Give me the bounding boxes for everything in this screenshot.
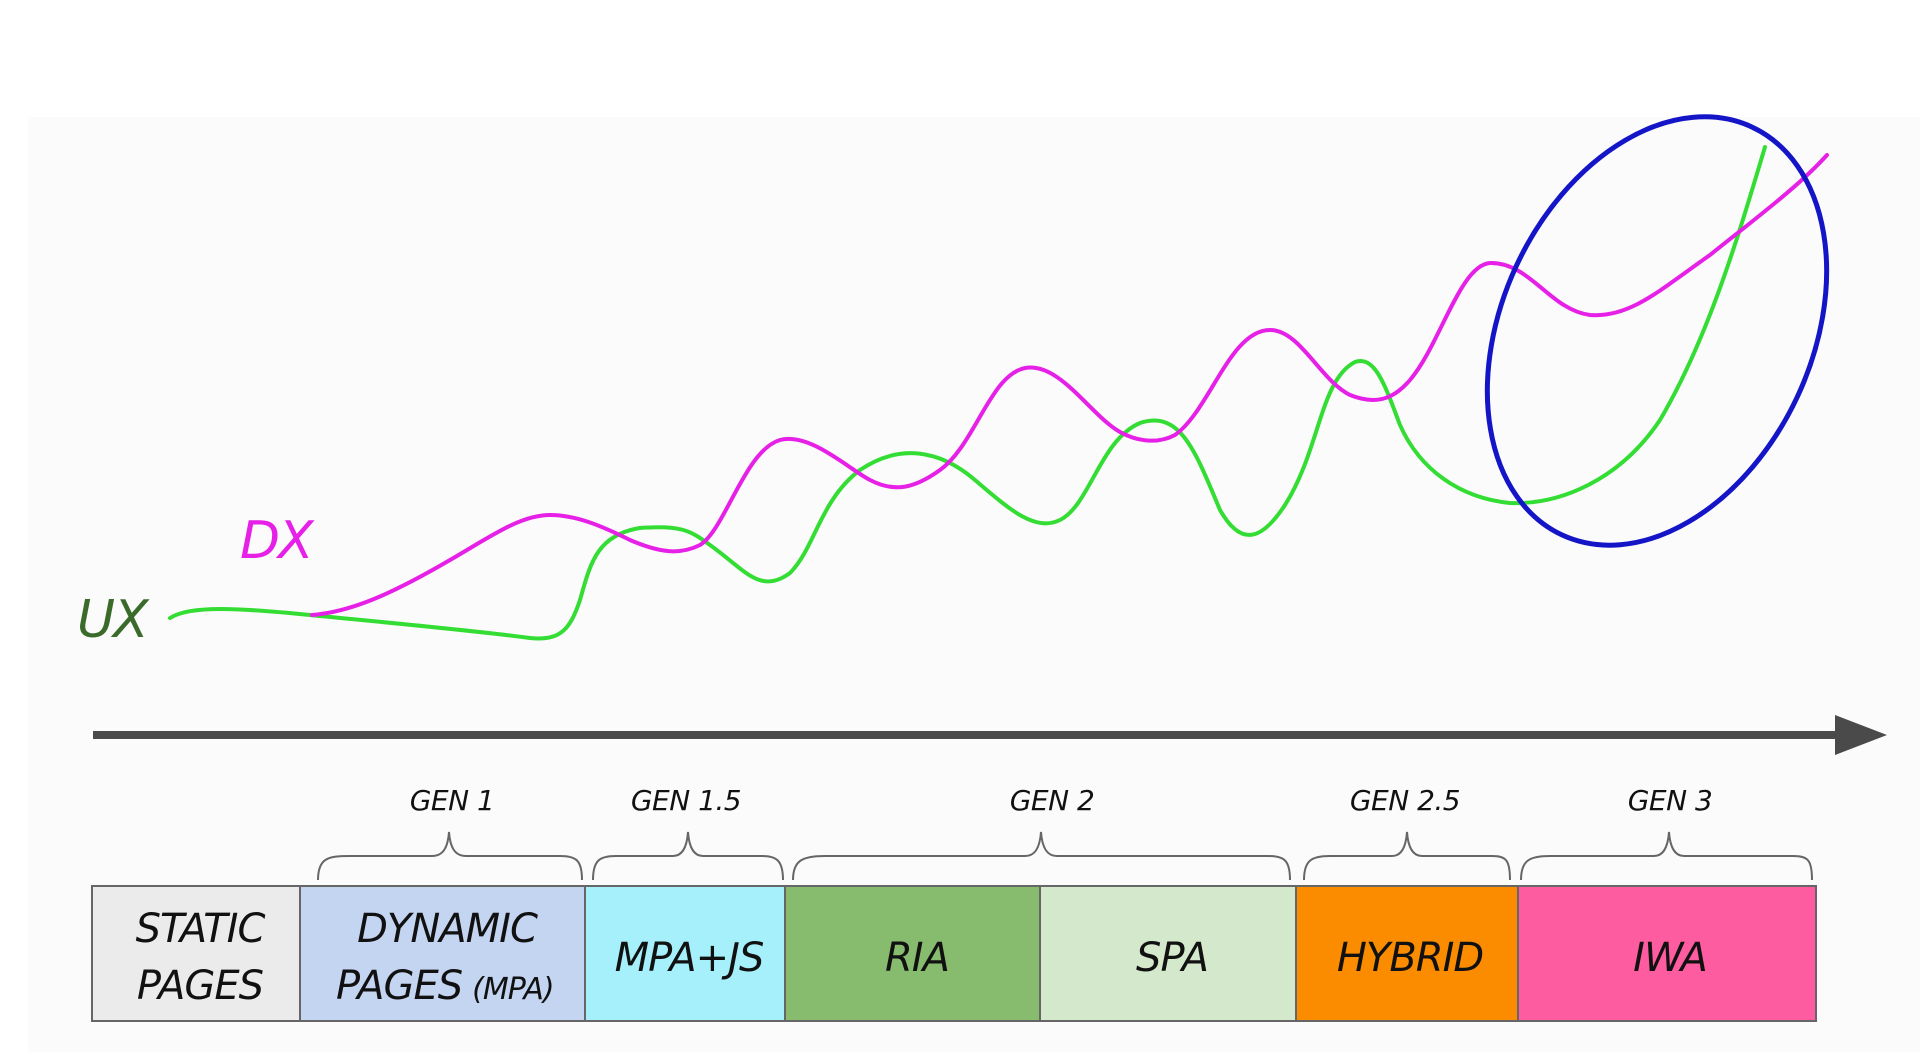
segment-hybrid-box bbox=[1295, 885, 1519, 1022]
segment-ria-label: RIA bbox=[885, 935, 949, 981]
segment-hybrid-label: HYBRID bbox=[1337, 935, 1483, 981]
segment-spa: SPA bbox=[1039, 885, 1297, 1022]
generation-brace-gen-2: GEN 2 bbox=[792, 784, 1291, 881]
segment-mpa-js-box bbox=[584, 885, 786, 1022]
dx-curve bbox=[310, 153, 1829, 617]
segment-mpa-js: MPA+JS bbox=[584, 885, 786, 1022]
gen-3-label: GEN 3 bbox=[1628, 784, 1713, 817]
segment-static-pages-line-2: PAGES bbox=[137, 963, 264, 1009]
ux-curve bbox=[168, 145, 1767, 641]
segment-dynamic-pages-line-2-main: PAGES bbox=[336, 963, 463, 1009]
gen-1.5-label: GEN 1.5 bbox=[631, 784, 741, 817]
segment-dynamic-pages-box bbox=[299, 885, 586, 1022]
segment-static-pages-line-1: STATIC bbox=[136, 906, 266, 952]
segment-spa-label: SPA bbox=[1136, 935, 1208, 981]
segment-iwa: IWA bbox=[1517, 885, 1817, 1022]
generation-brace-gen-3: GEN 3 bbox=[1520, 784, 1813, 881]
timeline-arrowhead bbox=[1835, 715, 1887, 755]
highlight-ellipse bbox=[1484, 114, 1830, 548]
segment-static-pages-box bbox=[91, 885, 301, 1022]
generation-brace-gen-2.5: GEN 2.5 bbox=[1303, 784, 1511, 881]
segment-dynamic-pages: DYNAMIC PAGES (MPA) bbox=[299, 885, 586, 1022]
segment-mpa-js-label: MPA+JS bbox=[615, 935, 764, 981]
generation-brace-gen-1.5: GEN 1.5 bbox=[592, 784, 784, 881]
segment-ria-box bbox=[784, 885, 1041, 1022]
segment-spa-box bbox=[1039, 885, 1297, 1022]
segment-dynamic-pages-line-1: DYNAMIC bbox=[357, 906, 538, 952]
gen-2-label: GEN 2 bbox=[1010, 784, 1095, 817]
segment-static-pages: STATIC PAGES bbox=[91, 885, 301, 1022]
segment-iwa-box bbox=[1517, 885, 1817, 1022]
generation-brace-gen-1: GEN 1 bbox=[317, 784, 583, 881]
segment-iwa-label: IWA bbox=[1633, 935, 1707, 981]
segment-dynamic-pages-suffix: (MPA) bbox=[472, 972, 553, 1007]
gen-1-label: GEN 1 bbox=[410, 784, 495, 817]
segment-ria: RIA bbox=[784, 885, 1041, 1022]
gen-2.5-label: GEN 2.5 bbox=[1350, 784, 1460, 817]
dx-label: DX bbox=[240, 511, 315, 571]
segment-dynamic-pages-line-2: PAGES (MPA) bbox=[336, 963, 554, 1009]
ux-label: UX bbox=[77, 590, 150, 650]
segment-hybrid: HYBRID bbox=[1295, 885, 1519, 1022]
